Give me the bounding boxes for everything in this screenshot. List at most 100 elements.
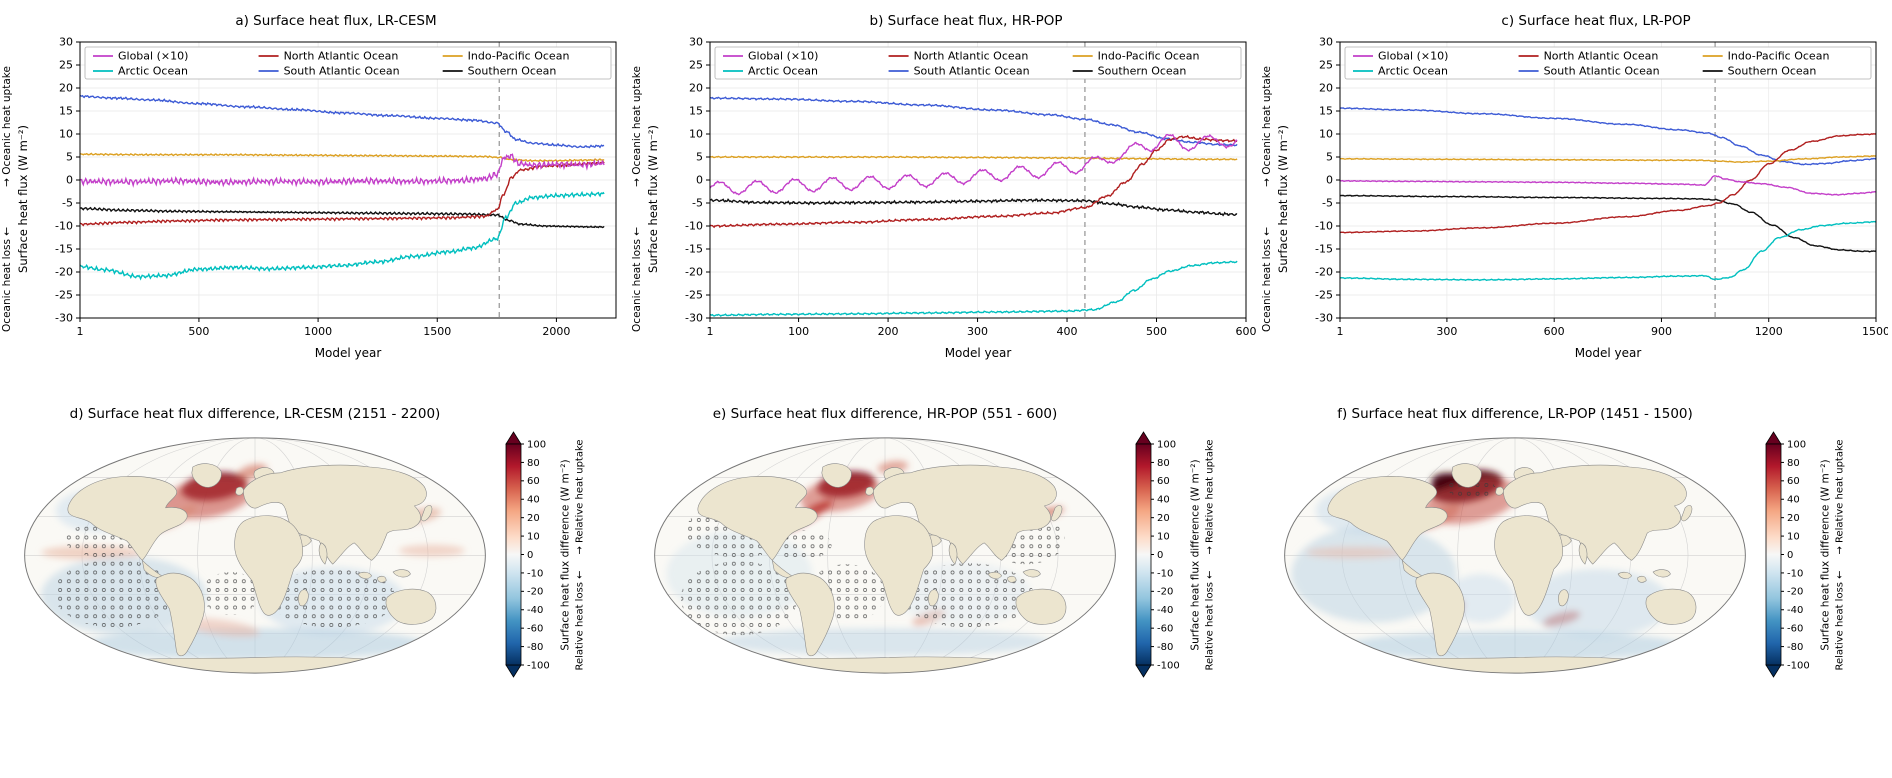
cbar-top-arrow	[505, 431, 522, 445]
y-tick-label: 5	[66, 151, 73, 164]
y-tick-label: 20	[689, 82, 703, 95]
feature-south-atlantic-warm-band	[182, 617, 260, 637]
legend-box	[1344, 46, 1872, 80]
series-line-south-atlantic	[1339, 107, 1877, 166]
y-tick-label: 15	[59, 105, 73, 118]
y-tick-label: -5	[692, 197, 703, 210]
x-axis-label: Model year	[1575, 346, 1642, 360]
globe-outline	[654, 437, 1116, 674]
cbar-tick-label: 100	[1787, 439, 1806, 450]
series-line-indo-pacific	[1339, 155, 1877, 164]
cbar-tick-label: -10	[1157, 568, 1173, 579]
series-line-southern	[79, 206, 605, 229]
y-tick-label: -15	[1315, 243, 1333, 256]
y-tick-label: -10	[1315, 220, 1333, 233]
legend-label-southern: Southern Ocean	[1098, 65, 1187, 78]
y-tick-label: -20	[1315, 266, 1333, 279]
cbar-tick-label: -60	[1157, 624, 1173, 635]
series-line-arctic	[1339, 220, 1877, 282]
panel-b-y-axis-label: Oceanic heat loss ← → Oceanic heat uptak…	[630, 34, 672, 364]
cbar-tick-label: -80	[1787, 642, 1803, 653]
y-tick-label: 20	[59, 82, 73, 95]
legend-label-north-atlantic: North Atlantic Ocean	[1544, 50, 1659, 63]
panel-a-y-axis-label: Oceanic heat loss ← → Oceanic heat uptak…	[0, 34, 42, 364]
cbar-bar	[505, 443, 522, 666]
plot-area: 1 300 600 900 1200 1500 -30 -25 -20 -15 -10 -5 0 5 10 1…	[1315, 36, 1888, 361]
cbar-tick-label: 20	[1157, 513, 1170, 524]
world-map-f	[1284, 437, 1746, 674]
cbar-tick-label: -80	[527, 642, 543, 653]
stipple-region	[269, 569, 396, 628]
x-tick-label: 100	[788, 325, 809, 338]
legend-label-southern: Southern Ocean	[468, 65, 557, 78]
panel-c-body: Oceanic heat loss ← → Oceanic heat uptak…	[1260, 34, 1890, 364]
stipple-region	[901, 563, 1034, 628]
cbar-tick-label: -10	[527, 568, 543, 579]
cbar-tick-label: 80	[527, 458, 540, 469]
colorbar-label: Surface heat flux difference (W m⁻²)	[559, 458, 571, 651]
cbar-tick-label: 0	[527, 550, 533, 561]
y-tick-label: 20	[1319, 82, 1333, 95]
feature-southern-ocean-cool-band	[84, 628, 426, 660]
feature-indian-ocean-cool	[1524, 569, 1671, 638]
cbar-tick-label: -40	[1787, 605, 1803, 616]
cbar-tick-label: 40	[527, 495, 540, 506]
panel-a: a) Surface heat flux, LR-CESM Oceanic he…	[0, 0, 630, 372]
legend-label-arctic: Arctic Ocean	[748, 65, 818, 78]
cbar-tick-label: -20	[527, 587, 543, 598]
colorbar-direction-label: Relative heat loss ← → Relative heat upt…	[574, 438, 585, 671]
y-axis-direction-label: Oceanic heat loss ← → Oceanic heat uptak…	[631, 66, 643, 332]
y-tick-label: 5	[696, 151, 703, 164]
x-tick-label: 900	[1651, 325, 1672, 338]
colorbar-f-labels: Surface heat flux difference (W m⁻²) Rel…	[1818, 428, 1856, 681]
stipple-region	[201, 571, 260, 615]
y-tick-label: -25	[685, 289, 703, 302]
series-line-arctic	[79, 190, 605, 281]
panel-a-title: a) Surface heat flux, LR-CESM	[235, 13, 437, 29]
cbar-tick-label: -60	[1787, 624, 1803, 635]
cbar-tick-label: -10	[1787, 568, 1803, 579]
x-tick-label: 1	[1337, 325, 1344, 338]
cbar-tick-label: 0	[1787, 550, 1793, 561]
series-line-southern	[1339, 194, 1877, 253]
legend-label-global: Global (×10)	[748, 50, 818, 63]
world-map-e	[654, 437, 1116, 674]
panel-e-title: e) Surface heat flux difference, HR-POP …	[712, 406, 1058, 422]
cbar-tick-label: 20	[527, 513, 540, 524]
cbar-tick-label: 10	[1157, 531, 1170, 542]
y-tick-label: -10	[55, 220, 73, 233]
legend: Global (×10) Arctic Ocean North Atlantic O…	[714, 46, 1242, 80]
x-tick-label: 200	[878, 325, 899, 338]
legend-label-north-atlantic: North Atlantic Ocean	[284, 50, 399, 63]
y-tick-label: 25	[59, 59, 73, 72]
cbar-bottom-arrow	[1135, 664, 1152, 678]
y-tick-label: -10	[685, 220, 703, 233]
colorbar-label: Surface heat flux difference (W m⁻²)	[1819, 458, 1831, 651]
bottom-row: d) Surface heat flux difference, LR-CESM…	[0, 372, 1892, 681]
feature-southern-ocean-cool-band	[719, 628, 1051, 656]
feature-equatorial-pacific-warm	[1306, 546, 1404, 559]
x-axis-label: Model year	[315, 346, 382, 360]
y-tick-label: 10	[1319, 128, 1333, 141]
x-tick-label: 500	[1146, 325, 1167, 338]
cbar-tick-label: -80	[1157, 642, 1173, 653]
legend-label-south-atlantic: South Atlantic Ocean	[914, 65, 1030, 78]
legend-label-south-atlantic: South Atlantic Ocean	[284, 65, 400, 78]
panel-d-title: d) Surface heat flux difference, LR-CESM…	[69, 406, 441, 422]
y-tick-label: 10	[59, 128, 73, 141]
line-chart-b: 1 100 200 300 400 500 600 -30 -25 -20 -15 -10 -5 0 5 10…	[685, 36, 1256, 361]
y-tick-label: 30	[1319, 36, 1333, 49]
x-tick-label: 1	[707, 325, 714, 338]
cbar-tick-label: 60	[527, 476, 540, 487]
globe-outline	[1284, 437, 1746, 674]
cbar-tick-label: 60	[1787, 476, 1800, 487]
y-tick-label: 10	[689, 128, 703, 141]
series-line-north-atlantic	[79, 161, 605, 227]
x-tick-label: 2000	[542, 325, 570, 338]
y-tick-label: -30	[685, 312, 703, 325]
legend-label-indo-pacific: Indo-Pacific Ocean	[1728, 50, 1830, 63]
legend-label-global: Global (×10)	[118, 50, 188, 63]
